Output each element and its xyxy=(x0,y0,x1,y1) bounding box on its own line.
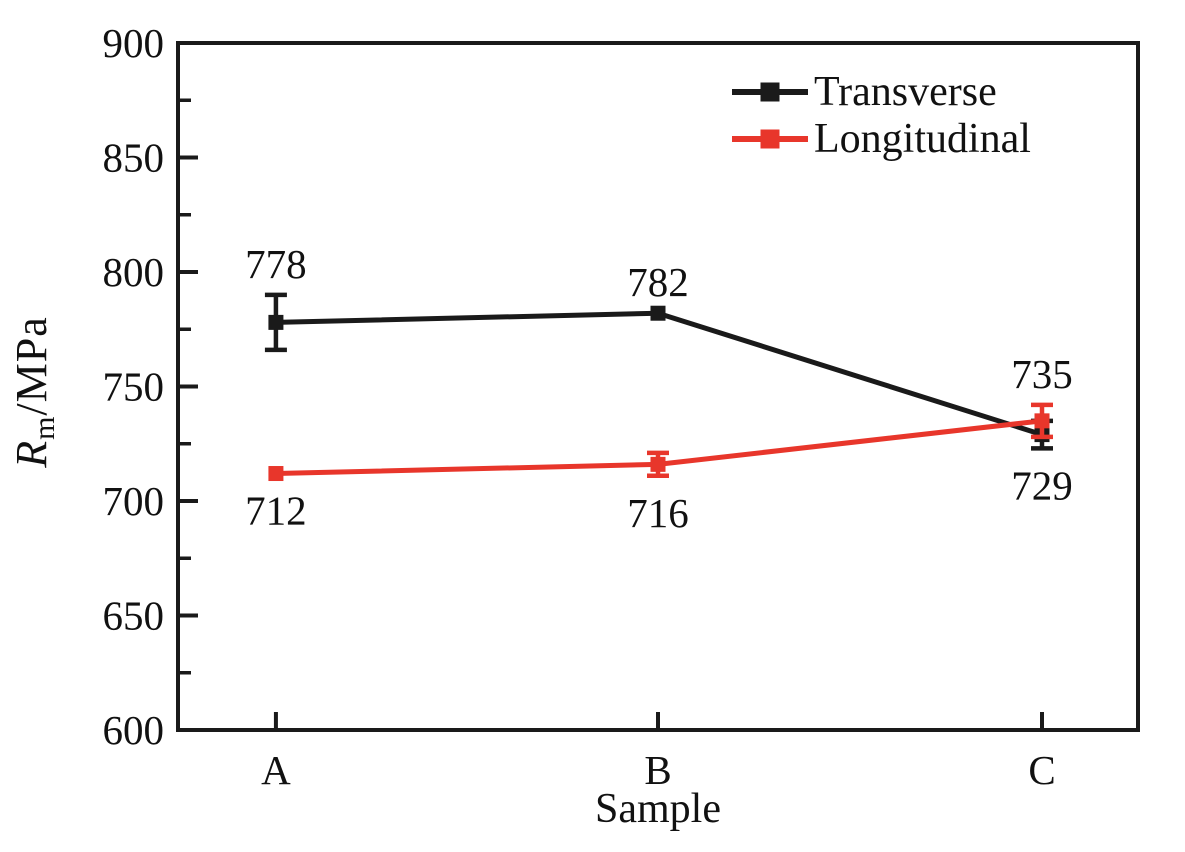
y-tick-label: 900 xyxy=(103,20,165,66)
plot-frame xyxy=(176,41,1140,732)
value-label: 778 xyxy=(245,241,307,287)
legend-label-longitudinal: Longitudinal xyxy=(814,116,1031,162)
y-tick-label: 850 xyxy=(103,135,165,181)
legend-marker-transverse xyxy=(760,82,780,102)
legend-label-transverse: Transverse xyxy=(814,69,997,115)
value-label: 782 xyxy=(627,259,689,305)
legend-marker-longitudinal xyxy=(760,129,780,149)
data-point-marker-longitudinal xyxy=(268,466,284,482)
series-line-transverse xyxy=(275,310,1043,437)
y-tick-label: 700 xyxy=(103,478,165,524)
y-axis-unit: /MPa xyxy=(7,316,56,416)
x-tick-label: C xyxy=(1028,747,1055,793)
x-tick-label: B xyxy=(644,747,671,793)
y-tick-label: 600 xyxy=(103,707,165,753)
y-tick-label: 650 xyxy=(103,593,165,639)
y-axis-title-text: Rm/MPa xyxy=(6,316,62,468)
data-point-marker-transverse xyxy=(650,305,666,321)
y-axis-subscript: m xyxy=(28,415,61,440)
value-label: 729 xyxy=(1011,462,1073,508)
value-label: 712 xyxy=(245,488,307,534)
data-point-marker-transverse xyxy=(268,314,284,330)
value-label: 716 xyxy=(627,490,689,536)
data-point-marker-longitudinal xyxy=(650,456,666,472)
y-tick-label: 750 xyxy=(103,364,165,410)
y-axis-symbol: R xyxy=(7,439,56,468)
x-tick-label: A xyxy=(261,747,291,793)
value-label: 735 xyxy=(1011,351,1073,397)
data-point-marker-longitudinal xyxy=(1034,413,1050,429)
x-axis-title: Sample xyxy=(595,786,721,832)
y-tick-label: 800 xyxy=(103,249,165,295)
